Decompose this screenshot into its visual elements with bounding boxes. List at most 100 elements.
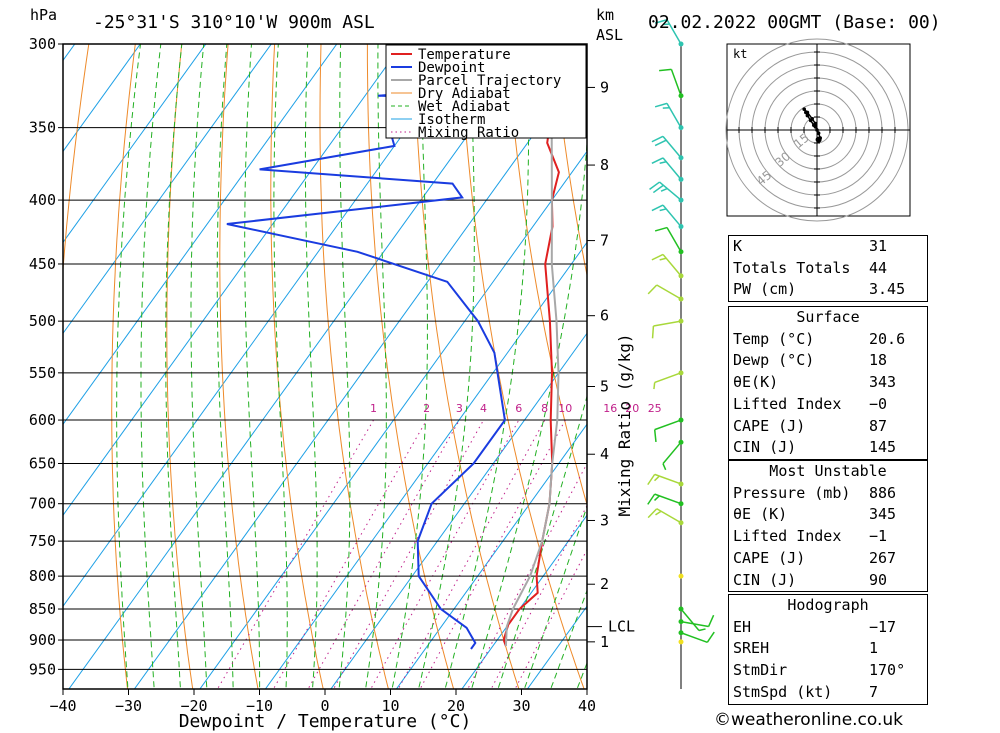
mixing-ratio-label: 10 [558, 402, 572, 415]
wind-dot [678, 639, 684, 645]
wind-barb-flag [651, 325, 655, 339]
wind-barb [680, 620, 709, 628]
wind-barb [662, 441, 682, 465]
sreh-label: SREH [728, 638, 865, 661]
mu-cape-value: 267 [865, 547, 928, 570]
pressure-tick-label: 450 [29, 255, 56, 273]
wind-barb [670, 69, 682, 96]
wind-barb-flag [651, 135, 664, 143]
wet-adiabat-line [523, 505, 587, 689]
dry-adiabat-line [111, 44, 136, 689]
mixing-ratio-line [216, 419, 374, 689]
wind-barb-flag [647, 493, 656, 505]
wind-barb-flag [652, 184, 664, 194]
totals-totals-label: Totals Totals [728, 257, 865, 280]
mixing-ratio-line [467, 462, 587, 689]
legend-label: Wet Adiabat [418, 99, 511, 115]
wind-barb [666, 227, 682, 253]
isotherm-line [395, 423, 587, 689]
wind-barb-flag [647, 284, 658, 295]
wind-barb-flag [649, 181, 660, 190]
km-tick-label: 1 [600, 633, 609, 651]
x-tick-label: 20 [447, 697, 465, 715]
wind-barb [654, 419, 682, 431]
x-tick-label: −10 [246, 697, 273, 715]
isotherm-line [0, 0, 280, 697]
mixing-ratio-line [370, 419, 520, 689]
isotherm-line [63, 44, 338, 426]
dry-adiabat-line [960, 7, 1000, 698]
mu-li-label: Lifted Index [728, 526, 865, 548]
wind-profile [647, 19, 715, 689]
wind-barb-flag [659, 68, 672, 72]
x-tick-label: 0 [320, 697, 329, 715]
wet-adiabat-line [497, 394, 587, 689]
legend-label: Parcel Trajectory [418, 73, 561, 89]
surface-dewp-value: 18 [865, 350, 928, 373]
wind-barb-flag [659, 257, 667, 261]
sreh-value: 1 [865, 638, 928, 661]
pressure-tick-label: 550 [29, 364, 56, 382]
surface-temp-value: 20.6 [865, 328, 928, 351]
stmdir-label: StmDir [728, 660, 865, 682]
isotherm-line [199, 150, 587, 689]
hodograph-point [805, 110, 810, 115]
surface-theta-label: θE(K) [728, 372, 865, 394]
pressure-tick-label: 900 [29, 631, 56, 649]
surface-cin-value: 145 [865, 437, 928, 460]
pw-value: 3.45 [865, 279, 928, 303]
wet-adiabat-line [244, 44, 261, 689]
isotherm-line [330, 332, 587, 689]
pressure-tick-label: 300 [29, 35, 56, 53]
wind-barb-flag [653, 429, 657, 443]
wind-barb-flag [654, 226, 668, 232]
totals-totals-value: 44 [865, 257, 928, 280]
hodograph-point [813, 121, 818, 126]
mixing-ratio-label: 16 [603, 402, 617, 415]
wet-adiabat-line [190, 44, 208, 689]
most-unstable-title: Most Unstable [728, 459, 928, 483]
x-axis-title: Dewpoint / Temperature (°C) [179, 711, 472, 732]
surface-cape-label: CAPE (J) [728, 415, 865, 438]
km-tick-label: 4 [600, 445, 609, 463]
wet-adiabat-line [273, 44, 288, 689]
wind-barb [662, 135, 682, 159]
x-tick-label: −30 [115, 697, 142, 715]
dry-adiabat-line [63, 44, 90, 276]
wet-adiabat-line [550, 589, 587, 689]
hodograph-point [802, 107, 806, 111]
wind-barb [680, 632, 708, 644]
mixing-ratio-line [332, 419, 484, 689]
mu-pressure-value: 886 [865, 482, 928, 505]
axes: 3003504004505005506006507007508008509009… [29, 35, 662, 715]
surface-theta-value: 343 [865, 372, 928, 394]
x-tick-label: 10 [381, 697, 399, 715]
parcel-trajectory-line [504, 44, 560, 647]
wind-dot [678, 573, 684, 579]
pressure-tick-label: 500 [29, 312, 56, 330]
x-tick-label: −40 [49, 697, 76, 715]
mu-cape-label: CAPE (J) [728, 547, 865, 570]
mixing-ratio-label: 8 [541, 402, 548, 415]
stmspd-label: StmSpd (kt) [728, 681, 865, 705]
hodograph-storm-motion [815, 136, 822, 143]
wind-barb-flag [707, 614, 715, 627]
surface-cape-value: 87 [865, 415, 928, 438]
mixing-ratio-label: 6 [515, 402, 522, 415]
isotherm-line [63, 44, 403, 517]
wind-barb-flag [659, 160, 667, 165]
wind-barb [680, 608, 700, 631]
copyright-link[interactable]: ©weatheronline.co.uk [714, 710, 904, 730]
wind-barb-flag [655, 510, 662, 516]
x-tick-label: 40 [578, 697, 596, 715]
mixing-ratio-line [397, 419, 546, 689]
surface-cin-label: CIN (J) [728, 437, 865, 460]
wind-barb-flag [662, 463, 667, 471]
pressure-tick-label: 800 [29, 567, 56, 585]
hodograph-point [805, 113, 810, 118]
isotherm-line [63, 44, 469, 608]
wind-barb-flag [651, 253, 664, 261]
